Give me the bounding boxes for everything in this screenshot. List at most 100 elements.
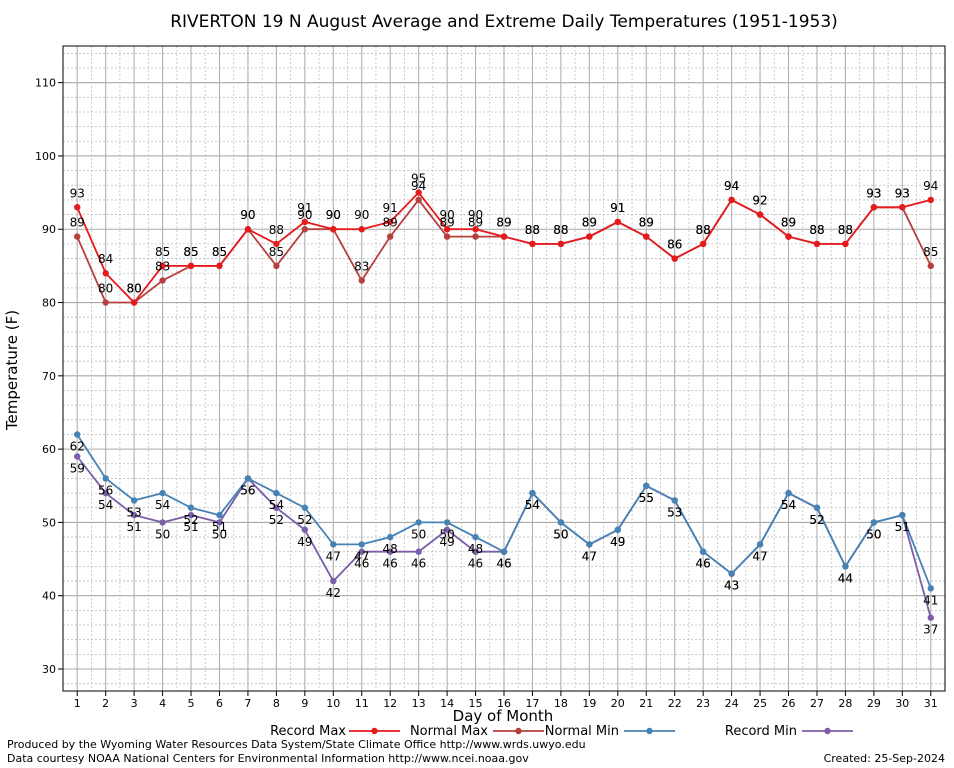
data-label: 46 (411, 557, 426, 571)
data-label: 89 (582, 216, 597, 230)
x-tick-label: 25 (753, 697, 767, 710)
data-label: 46 (496, 557, 511, 571)
x-tick-label: 12 (383, 697, 397, 710)
data-point (643, 233, 650, 240)
data-point (301, 504, 309, 511)
x-tick-label: 6 (216, 697, 223, 710)
data-label: 51 (895, 520, 910, 534)
data-point (386, 233, 394, 240)
x-tick-label: 9 (301, 697, 308, 710)
x-tick-label: 18 (554, 697, 568, 710)
y-tick-label: 60 (42, 443, 56, 456)
data-label: 44 (838, 571, 853, 585)
footer-created-date: Created: 25-Sep-2024 (824, 752, 945, 765)
data-label: 89 (781, 216, 796, 230)
data-label: 54 (155, 498, 170, 512)
data-point (330, 577, 337, 585)
data-label: 54 (269, 498, 284, 512)
data-point (870, 519, 878, 526)
y-tick-label: 30 (42, 663, 56, 676)
data-point (842, 563, 849, 570)
data-label: 88 (269, 223, 284, 237)
data-label: 94 (923, 179, 938, 193)
series-lines (74, 189, 934, 621)
data-point (102, 489, 109, 497)
x-tick-label: 30 (895, 697, 909, 710)
legend-label: Normal Min (545, 724, 619, 739)
data-label: 54 (525, 498, 540, 512)
data-label: 52 (809, 513, 824, 527)
data-label: 47 (582, 549, 597, 563)
data-label: 51 (183, 520, 198, 534)
data-label: 50 (155, 527, 170, 541)
legend-label: Record Min (725, 724, 797, 739)
data-point (216, 511, 223, 519)
x-tick-label: 2 (102, 697, 109, 710)
data-label: 47 (354, 549, 369, 563)
data-point (358, 541, 365, 548)
data-label: 94 (724, 179, 739, 193)
data-label: 94 (724, 179, 739, 193)
data-point (130, 299, 138, 306)
y-tick-label: 80 (42, 297, 56, 310)
data-label: 50 (411, 527, 426, 541)
data-point (273, 262, 280, 270)
data-point (386, 533, 394, 541)
x-tick-label: 15 (469, 697, 483, 710)
data-label: 46 (468, 557, 483, 571)
data-label: 80 (126, 282, 141, 296)
data-label: 46 (696, 557, 711, 571)
data-label: 51 (126, 520, 141, 534)
grid (63, 46, 945, 691)
data-point (159, 277, 166, 284)
data-point (216, 519, 223, 526)
x-tick-label: 16 (497, 697, 511, 710)
x-tick-label: 28 (838, 697, 852, 710)
data-label: 85 (923, 245, 938, 259)
data-label: 59 (70, 461, 85, 475)
x-tick-label: 10 (326, 697, 340, 710)
x-tick-label: 19 (582, 697, 596, 710)
footer-data-courtesy: Data courtesy NOAA National Centers for … (7, 752, 529, 765)
x-tick-label: 1 (74, 697, 81, 710)
data-point (102, 475, 109, 482)
data-point (330, 226, 337, 233)
data-label: 46 (383, 557, 398, 571)
data-label: 53 (667, 505, 682, 519)
data-label: 85 (155, 245, 170, 259)
data-label: 52 (809, 513, 824, 527)
data-label: 55 (639, 491, 654, 505)
legend-marker (824, 727, 831, 735)
data-label: 90 (297, 208, 312, 222)
data-label: 42 (326, 586, 341, 600)
data-label: 51 (212, 520, 227, 534)
y-tick-label: 100 (35, 150, 56, 163)
data-point (273, 489, 280, 497)
data-point (785, 233, 792, 240)
data-label: 46 (696, 557, 711, 571)
data-label: 89 (468, 216, 483, 230)
data-point (273, 504, 280, 511)
data-point (557, 519, 565, 526)
data-label: 90 (468, 208, 483, 222)
data-label: 47 (752, 549, 767, 563)
y-tick-label: 40 (42, 590, 56, 603)
data-point (244, 475, 252, 482)
data-point (386, 218, 394, 226)
data-point (301, 218, 309, 226)
data-label: 50 (439, 527, 454, 541)
data-point (415, 519, 422, 526)
data-label: 90 (354, 208, 369, 222)
data-label: 80 (126, 282, 141, 296)
data-point (187, 511, 195, 519)
data-label: 89 (439, 216, 454, 230)
data-point (159, 489, 166, 497)
data-point (130, 511, 138, 519)
data-point (927, 262, 934, 270)
y-tick-label: 70 (42, 370, 56, 383)
data-label: 89 (781, 216, 796, 230)
data-point (813, 504, 821, 511)
data-label: 89 (496, 216, 511, 230)
data-label: 88 (553, 223, 568, 237)
data-label: 48 (383, 542, 398, 556)
